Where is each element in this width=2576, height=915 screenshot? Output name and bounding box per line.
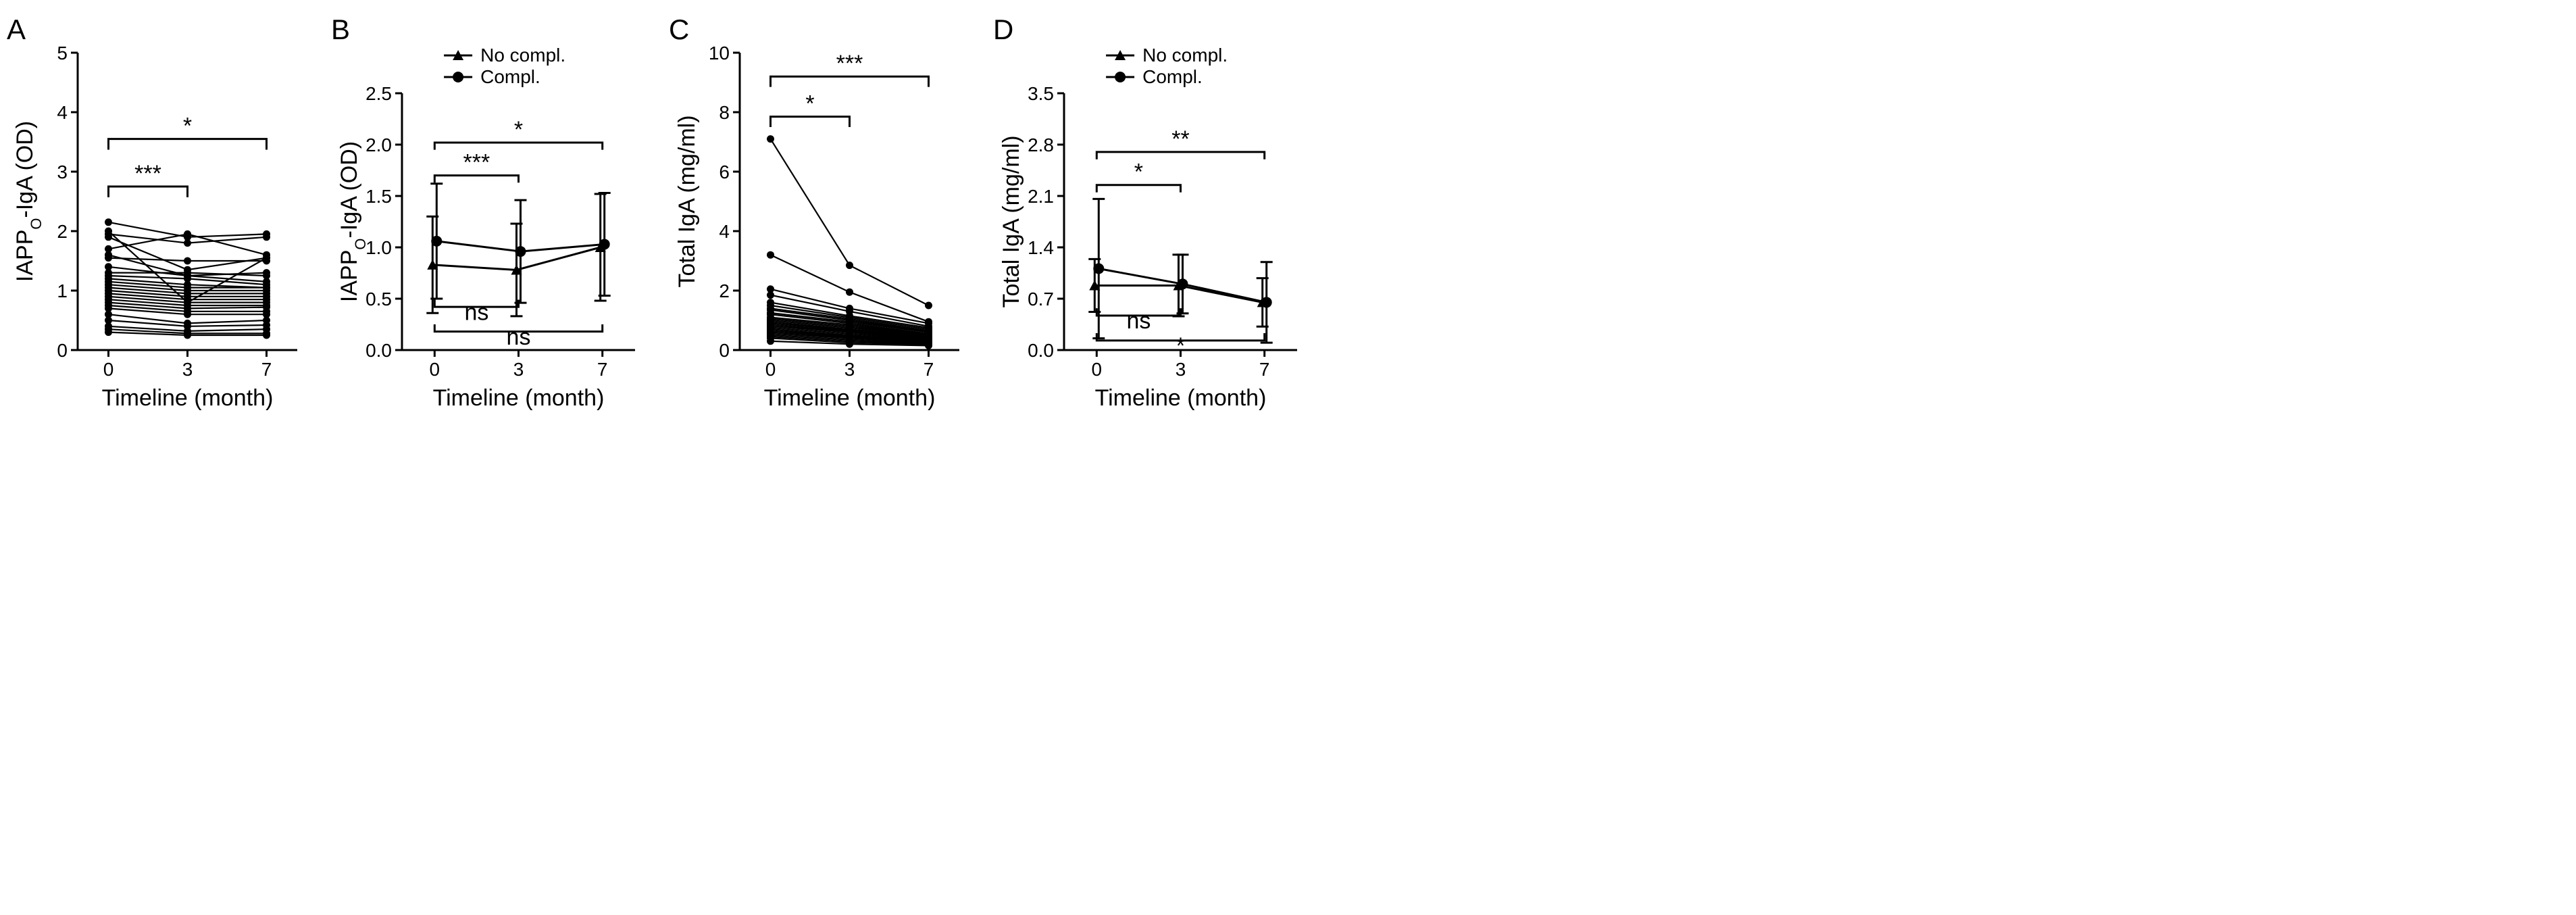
svg-text:*: * — [805, 91, 814, 117]
chart-D: 0.0 0.7 1.4 2.1 2.8 3.5 0 3 7 Timeline (month) Tot… — [1000, 39, 1311, 418]
svg-text:2: 2 — [57, 221, 68, 242]
svg-text:*: * — [1176, 333, 1185, 359]
panel-C: C 0246810037Timeline (month)Total IgA (m… — [676, 14, 973, 418]
svg-text:3: 3 — [182, 359, 193, 380]
svg-text:4: 4 — [719, 221, 730, 242]
svg-text:3.5: 3.5 — [1028, 83, 1054, 104]
svg-text:5: 5 — [57, 43, 68, 64]
chart-C: 0 2 4 6 8 10 0 3 7 Timeline (month) Total IgA (mg/… — [676, 39, 973, 418]
svg-text:6: 6 — [719, 162, 730, 182]
panel-B: B 0.00.51.01.52.02.5037Timeline (month)I… — [338, 14, 649, 418]
svg-text:1.0: 1.0 — [365, 237, 392, 258]
svg-text:ns: ns — [464, 300, 488, 326]
figure-row: A 012345037Timeline (month)IAPPO-IgA (OD… — [14, 14, 2562, 418]
svg-text:Total IgA (mg/ml): Total IgA (mg/ml) — [1000, 135, 1024, 307]
svg-text:Timeline (month): Timeline (month) — [1095, 385, 1267, 411]
svg-text:***: *** — [134, 161, 161, 187]
svg-text:3: 3 — [513, 359, 524, 380]
svg-text:1: 1 — [57, 280, 68, 301]
svg-text:0.5: 0.5 — [365, 289, 392, 310]
svg-text:7: 7 — [1259, 359, 1270, 380]
svg-text:0: 0 — [765, 359, 776, 380]
svg-text:0: 0 — [719, 340, 730, 361]
svg-text:0: 0 — [430, 359, 440, 380]
svg-text:**: ** — [1171, 126, 1189, 152]
panel-D: D 0.00.71.42.12.83.5037Timeline (month)T… — [1000, 14, 1311, 418]
svg-text:IAPPO-IgA (OD): IAPPO-IgA (OD) — [14, 121, 45, 282]
svg-text:No compl.: No compl. — [480, 45, 565, 66]
svg-text:10: 10 — [709, 43, 730, 64]
svg-text:***: *** — [463, 150, 490, 176]
svg-text:2.5: 2.5 — [365, 83, 392, 104]
svg-text:7: 7 — [924, 359, 934, 380]
svg-text:2: 2 — [719, 280, 730, 301]
svg-text:1.5: 1.5 — [365, 186, 392, 207]
chart-B: 0.0 0.5 1.0 1.5 2.0 2.5 0 3 7 Timeline (month) IAP… — [338, 39, 649, 418]
svg-text:***: *** — [836, 51, 863, 76]
svg-text:0: 0 — [57, 340, 68, 361]
svg-text:ns: ns — [1126, 308, 1151, 334]
svg-text:3: 3 — [57, 162, 68, 182]
svg-text:0: 0 — [1092, 359, 1103, 380]
svg-text:1.4: 1.4 — [1028, 237, 1054, 258]
svg-text:2.0: 2.0 — [365, 134, 392, 155]
chart-A: 0 1 2 3 4 5 0 3 7 Timeline (month) IAPPO-IgA (OD) *… — [14, 39, 311, 418]
svg-text:8: 8 — [719, 102, 730, 123]
svg-text:0: 0 — [103, 359, 114, 380]
svg-text:7: 7 — [597, 359, 608, 380]
svg-text:No compl.: No compl. — [1142, 45, 1228, 66]
svg-text:*: * — [1134, 159, 1143, 185]
svg-text:0.7: 0.7 — [1028, 289, 1054, 310]
svg-text:7: 7 — [261, 359, 272, 380]
svg-text:3: 3 — [844, 359, 855, 380]
svg-text:*: * — [183, 114, 192, 139]
svg-text:Compl.: Compl. — [480, 66, 540, 87]
svg-text:4: 4 — [57, 102, 68, 123]
svg-text:2.1: 2.1 — [1028, 186, 1054, 207]
svg-text:IAPPO-IgA (OD): IAPPO-IgA (OD) — [338, 141, 369, 302]
svg-text:ns: ns — [507, 324, 531, 350]
svg-text:Total IgA (mg/ml): Total IgA (mg/ml) — [676, 115, 700, 287]
svg-text:Timeline (month): Timeline (month) — [764, 385, 936, 411]
svg-text:Timeline (month): Timeline (month) — [433, 385, 605, 411]
panel-A: A 012345037Timeline (month)IAPPO-IgA (OD… — [14, 14, 311, 418]
svg-text:3: 3 — [1176, 359, 1186, 380]
svg-text:0.0: 0.0 — [1028, 340, 1054, 361]
svg-text:Timeline (month): Timeline (month) — [102, 385, 274, 411]
svg-text:Compl.: Compl. — [1142, 66, 1203, 87]
svg-text:*: * — [514, 117, 523, 143]
svg-text:2.8: 2.8 — [1028, 134, 1054, 155]
svg-text:0.0: 0.0 — [365, 340, 392, 361]
